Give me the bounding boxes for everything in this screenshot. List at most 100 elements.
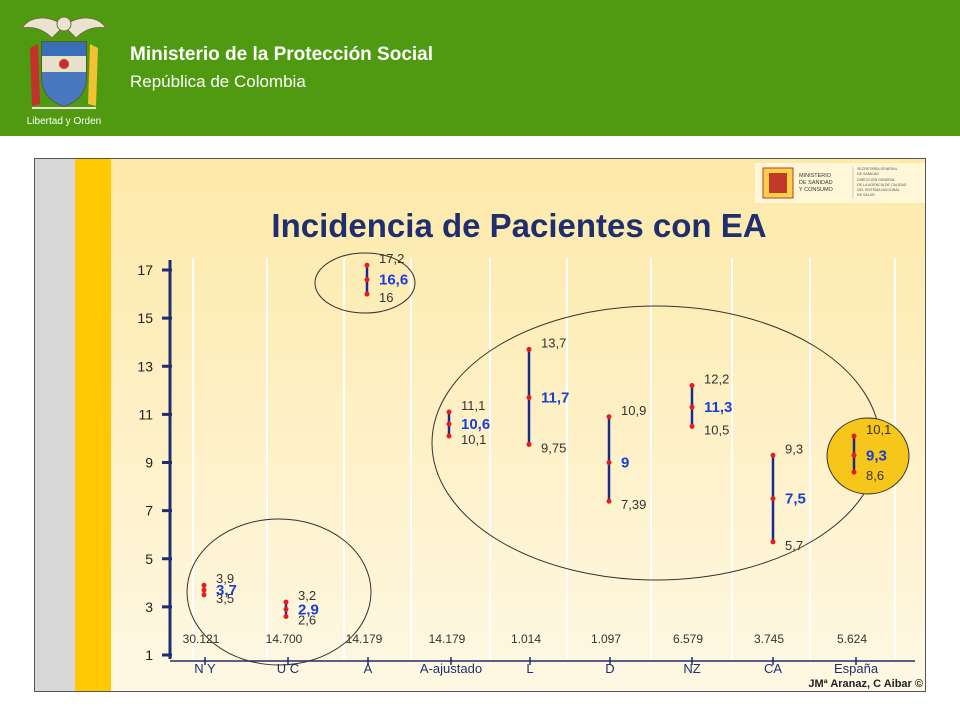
error-bar-3: 11,1 10,110,6 <box>446 398 490 447</box>
value-label-3: 10,6 <box>461 416 490 433</box>
low-label-1: 2,6 <box>298 613 316 628</box>
high-point-2 <box>364 262 370 268</box>
seal-right-line-4: DE LA AGENCIA DE CALIDAD <box>857 183 907 187</box>
high-point-7 <box>770 452 776 458</box>
y-tick-label-1: 3 <box>145 599 153 615</box>
chart-title: Incidencia de Pacientes con EA <box>271 207 766 244</box>
high-point-1 <box>283 599 289 605</box>
seal-right-line-6: DE SALUD <box>857 193 875 197</box>
y-tick-label-6: 13 <box>137 358 153 374</box>
value-point-6 <box>689 404 695 410</box>
high-point-3 <box>446 409 452 415</box>
value-point-4 <box>526 395 532 401</box>
value-point-2 <box>364 277 370 283</box>
error-bar-4: 13,7 9,75 11,7 <box>526 335 569 455</box>
low-point-6 <box>689 423 695 429</box>
high-point-8 <box>851 433 857 439</box>
value-label-2: 16,6 <box>379 272 408 289</box>
left-gray-band <box>35 159 75 691</box>
value-point-0 <box>201 587 207 593</box>
error-bar-8: 10,1 8,6 9,3 <box>851 422 891 483</box>
x-category-label-7: CA <box>764 661 782 676</box>
left-yellow-band <box>75 159 111 691</box>
sample-size-label-8: 5.624 <box>837 632 867 646</box>
low-label-6: 10,5 <box>704 422 729 437</box>
error-bar-1: 3,2 2,62,9 <box>283 588 319 628</box>
error-bar-0: 3,9 3,53,7 <box>201 571 237 606</box>
value-label-0: 3,7 <box>216 582 237 599</box>
value-label-7: 7,5 <box>785 491 806 508</box>
seal-right-line-2: DE SANIDAD <box>857 172 879 176</box>
error-bar-5: 10,9 7,39 9 <box>606 403 646 512</box>
y-tick-label-5: 11 <box>138 406 153 422</box>
x-category-label-1: U C <box>277 661 299 676</box>
high-label-2: 17,2 <box>379 251 404 266</box>
high-label-7: 9,3 <box>785 441 803 456</box>
seal-line-3: Y CONSUMO <box>799 187 834 193</box>
low-point-4 <box>526 441 532 447</box>
low-label-7: 5,7 <box>785 538 803 553</box>
low-point-7 <box>770 539 776 545</box>
value-label-1: 2,9 <box>298 601 319 618</box>
y-tick-label-2: 5 <box>145 551 153 567</box>
high-point-5 <box>606 414 612 420</box>
seal-line-2: DE SANIDAD <box>799 180 833 186</box>
y-tick-label-3: 7 <box>145 503 153 519</box>
value-label-6: 11,3 <box>704 399 732 416</box>
error-bar-7: 9,3 5,7 7,5 <box>770 441 806 553</box>
slide-image: MINISTERIO DE SANIDAD Y CONSUMO SECRETAR… <box>34 158 926 692</box>
low-label-0: 3,5 <box>216 591 234 606</box>
x-category-label-6: NZ <box>683 661 700 676</box>
high-label-4: 13,7 <box>541 335 566 350</box>
low-point-2 <box>364 291 370 297</box>
group-ellipse-low <box>186 518 372 666</box>
value-point-7 <box>770 496 776 502</box>
x-category-label-5: D <box>605 661 614 676</box>
low-point-5 <box>606 498 612 504</box>
error-bar-chart: MINISTERIO DE SANIDAD Y CONSUMO SECRETAR… <box>35 159 925 691</box>
x-category-label-8: España <box>834 661 879 676</box>
x-category-label-0: N Y <box>194 661 216 676</box>
high-point-4 <box>526 346 532 352</box>
ministry-title: Ministerio de la Protección Social <box>130 44 434 65</box>
high-point-0 <box>201 582 207 588</box>
x-category-label-2: A <box>364 661 373 676</box>
y-tick-label-7: 15 <box>137 310 153 326</box>
sample-size-label-0: 30.121 <box>183 632 220 646</box>
low-point-0 <box>201 592 207 598</box>
low-point-3 <box>446 433 452 439</box>
y-tick-label-8: 17 <box>137 262 153 278</box>
high-label-8: 10,1 <box>866 422 891 437</box>
high-label-6: 12,2 <box>704 372 729 387</box>
seal-right-line-5: DEL SISTEMA NACIONAL <box>857 188 900 192</box>
x-category-label-4: L <box>526 661 533 676</box>
high-point-6 <box>689 383 695 388</box>
value-label-5: 9 <box>621 455 629 472</box>
seal-right-line-1: SECRETARÍA GENERAL <box>857 167 898 171</box>
low-point-8 <box>851 469 857 475</box>
sample-size-label-2: 14.179 <box>346 632 383 646</box>
high-label-1: 3,2 <box>298 588 316 603</box>
sample-size-label-7: 3.745 <box>754 632 784 646</box>
low-label-4: 9,75 <box>541 440 566 455</box>
y-tick-label-4: 9 <box>145 455 153 471</box>
value-point-3 <box>446 421 452 427</box>
low-point-1 <box>283 614 289 619</box>
value-point-5 <box>606 460 612 465</box>
low-label-8: 8,6 <box>866 468 884 483</box>
seal-line-1: MINISTERIO <box>799 173 832 179</box>
coat-of-arms-icon: Libertad y Orden <box>20 16 108 127</box>
sample-size-label-1: 14.700 <box>266 632 303 646</box>
low-label-3: 10,1 <box>461 432 486 447</box>
high-label-3: 11,1 <box>461 398 485 413</box>
sample-size-label-5: 1.097 <box>591 632 621 646</box>
x-category-label-3: A-ajustado <box>420 661 482 676</box>
value-label-4: 11,7 <box>541 390 569 407</box>
header-bar: Libertad y Orden Ministerio de la Protec… <box>0 0 960 136</box>
y-tick-label-0: 1 <box>145 647 153 663</box>
sample-size-label-4: 1.014 <box>511 632 541 646</box>
ministry-seal: MINISTERIO DE SANIDAD Y CONSUMO SECRETAR… <box>755 163 925 203</box>
high-label-0: 3,9 <box>216 571 234 586</box>
seal-right-line-3: DIRECCIÓN GENERAL <box>857 177 895 182</box>
